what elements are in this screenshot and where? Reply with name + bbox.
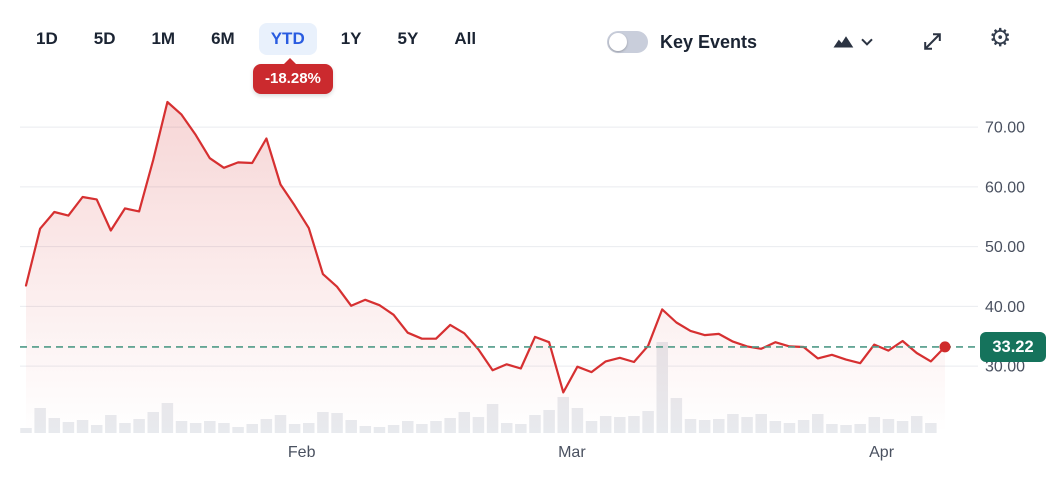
area-chart-icon [833, 36, 854, 48]
key-events-label: Key Events [660, 32, 758, 52]
range-button-5y[interactable]: 5Y [397, 29, 419, 48]
range-button-1m[interactable]: 1M [151, 29, 176, 48]
month-label: Feb [288, 444, 316, 461]
y-tick-label: 40.00 [985, 299, 1025, 316]
settings-button[interactable]: ⚙ [989, 26, 1011, 51]
x-axis-labels: Feb Mar Apr [288, 444, 895, 461]
toggle-knob [609, 33, 627, 51]
range-selector: 1D 5D 1M 6M YTD 1Y 5Y All [36, 23, 477, 55]
month-label: Apr [869, 444, 895, 461]
y-axis-labels: 70.00 60.00 50.00 40.00 30.00 [985, 120, 1025, 376]
range-button-all[interactable]: All [454, 29, 477, 48]
change-tooltip: -18.28% [253, 58, 333, 94]
gear-icon: ⚙ [989, 24, 1012, 52]
key-events-toggle[interactable] [607, 31, 648, 53]
y-tick-label: 70.00 [985, 120, 1025, 137]
range-button-1y[interactable]: 1Y [340, 29, 362, 48]
expand-icon [924, 33, 941, 50]
current-price-badge: 33.22 [980, 332, 1046, 362]
current-price-dot [939, 341, 951, 353]
y-tick-label: 30.00 [985, 359, 1025, 376]
range-button-1d[interactable]: 1D [36, 29, 58, 48]
range-button-6m[interactable]: 6M [211, 29, 235, 48]
month-label: Mar [558, 444, 586, 461]
range-button-5d[interactable]: 5D [93, 29, 116, 48]
range-button-ytd[interactable]: YTD [258, 23, 317, 55]
chevron-down-icon [861, 38, 873, 46]
y-tick-label: 60.00 [985, 179, 1025, 196]
change-value: -18.28% [265, 70, 321, 87]
chart-type-button[interactable] [833, 35, 873, 48]
fullscreen-button[interactable] [922, 31, 943, 55]
y-tick-label: 50.00 [985, 239, 1025, 256]
price-area-fill [26, 102, 945, 433]
